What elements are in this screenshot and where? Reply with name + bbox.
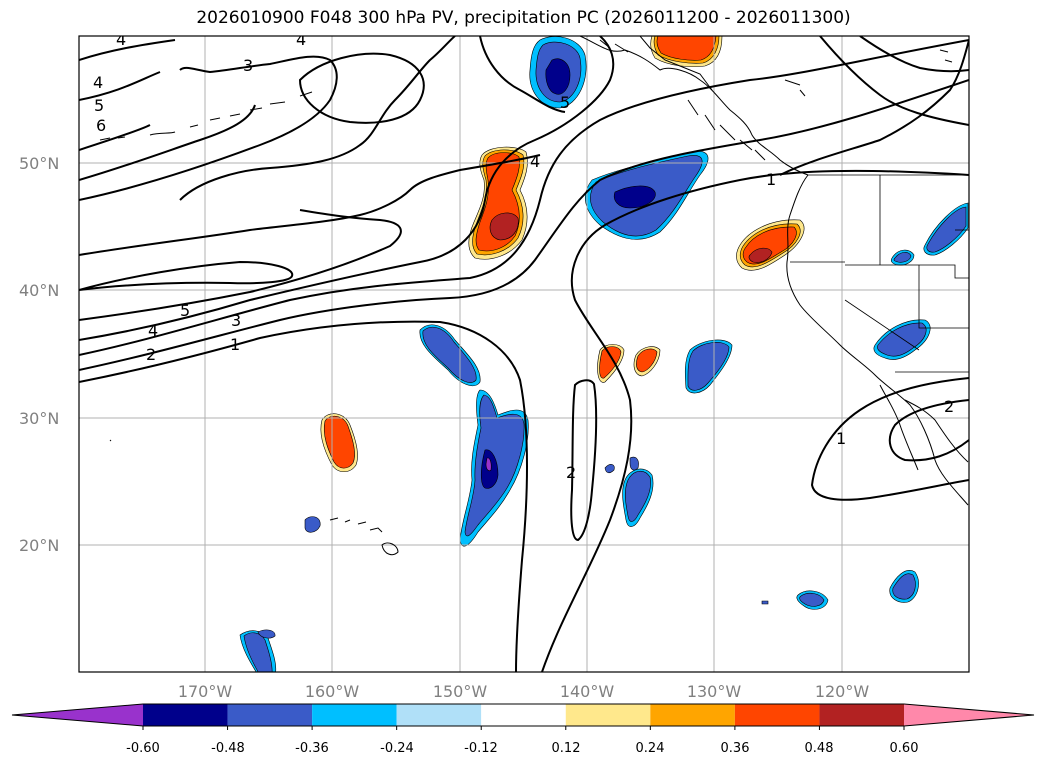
coastlines: [99, 36, 969, 556]
lon-label: 150°W: [433, 682, 488, 701]
contour-label: 5: [94, 96, 104, 115]
lat-label: 20°N: [19, 536, 59, 555]
colorbar-tick-label: 0.48: [805, 741, 834, 756]
colorbar-swatch: [650, 704, 735, 726]
contour-1-east: [541, 169, 969, 672]
alaska-coast: [579, 36, 809, 176]
colorbar-tick-label: 0.24: [636, 741, 665, 756]
colorbar-tick-label: -0.60: [126, 741, 160, 756]
contour-label: 4: [93, 73, 103, 92]
precip-positive-blobs: [320, 36, 805, 473]
colorbar-swatches: [11, 703, 1035, 727]
contour-north-east-3: [859, 36, 969, 73]
contour-label: 4: [116, 30, 126, 49]
contour-4c: [79, 104, 256, 181]
contour-2-loop: [570, 379, 598, 542]
map-title: 2026010900 F048 300 hPa PV, precipitatio…: [196, 8, 851, 28]
colorbar-tick-label: -0.12: [464, 741, 498, 756]
lon-label: 170°W: [178, 682, 233, 701]
colorbar-swatch: [904, 704, 1034, 726]
contour-north-1: [79, 39, 176, 61]
colorbar-swatch: [312, 704, 397, 726]
colorbar-tick-label: 0.36: [721, 741, 750, 756]
contour-1-sw: [810, 377, 969, 501]
contour-loop-1: [298, 52, 425, 124]
lon-label: 140°W: [560, 682, 615, 701]
contour-label: 2: [566, 463, 576, 482]
colorbar-swatch: [12, 704, 143, 726]
colorbar-swatch: [396, 704, 482, 726]
contour-6: [79, 124, 151, 151]
contour-label: 5: [180, 301, 190, 320]
colorbar-tick-label: -0.36: [295, 741, 329, 756]
contour-4: [79, 36, 615, 341]
contour-north-east-2: [819, 36, 969, 126]
contour-label: 2: [944, 397, 954, 416]
colorbar-ticks: -0.60 -0.48 -0.36 -0.24 -0.12 0.12 0.24 …: [126, 726, 918, 756]
colorbar-swatch: [143, 704, 228, 726]
contour-3: [79, 39, 969, 356]
contour-north-2: [79, 71, 161, 101]
contour-2-sw: [888, 399, 969, 462]
lat-label: 30°N: [19, 409, 59, 428]
precip-blob-neg: [304, 516, 321, 533]
map-frame: [78, 35, 970, 673]
contour-label: 4: [530, 152, 540, 171]
lon-label: 130°W: [687, 682, 742, 701]
contour-label: 4: [148, 321, 158, 340]
contour-label: 4: [296, 30, 306, 49]
contour-1-west: [79, 320, 528, 672]
contour-label: 6: [96, 116, 106, 135]
colorbar: -0.60 -0.48 -0.36 -0.24 -0.12 0.12 0.24 …: [11, 703, 1035, 756]
colorbar-tick-label: 0.60: [890, 741, 919, 756]
contour-5b: [79, 260, 294, 291]
contour-label: 1: [230, 335, 240, 354]
colorbar-tick-label: -0.48: [211, 741, 245, 756]
colorbar-swatch: [734, 704, 820, 726]
map-area: 4 4 3 4 5 6 4 5 5 4 3 2 1 1 2 1 2: [79, 30, 969, 672]
contour-label: 1: [836, 429, 846, 448]
colorbar-swatch: [481, 704, 566, 726]
contour-5c: [479, 36, 566, 113]
lat-label: 40°N: [19, 281, 59, 300]
lat-label: 50°N: [19, 154, 59, 173]
lon-label: 160°W: [305, 682, 360, 701]
contour-2-west: [79, 79, 969, 371]
colorbar-swatch: [565, 704, 651, 726]
colorbar-swatch: [227, 704, 313, 726]
colorbar-swatch: [819, 704, 904, 726]
pv-contours: [79, 36, 969, 672]
graticule: [79, 36, 969, 672]
contour-label: 5: [560, 93, 570, 112]
contour-5: [79, 209, 402, 321]
colorbar-tick-label: 0.12: [552, 741, 581, 756]
hawaii: [329, 517, 399, 556]
contour-label-group: 4 4 3 4 5 6 4 5 5 4 3 2 1 1 2 1 2: [93, 30, 954, 482]
lon-label: 120°W: [815, 682, 870, 701]
north-america-west-coast: [786, 174, 969, 506]
longitude-labels: 170°W 160°W 150°W 140°W 130°W 120°W: [178, 682, 870, 701]
latitude-labels: 50°N 40°N 30°N 20°N: [19, 154, 59, 555]
contour-label: 2: [146, 345, 156, 364]
contour-4b: [79, 154, 541, 256]
colorbar-tick-label: -0.24: [380, 741, 414, 756]
map-background: [79, 36, 969, 672]
contour-label: 1: [766, 170, 776, 189]
contour-3b: [79, 55, 338, 201]
contour-label: 3: [243, 56, 253, 75]
contour-loop-2: [179, 36, 456, 201]
contour-label: 3: [231, 311, 241, 330]
